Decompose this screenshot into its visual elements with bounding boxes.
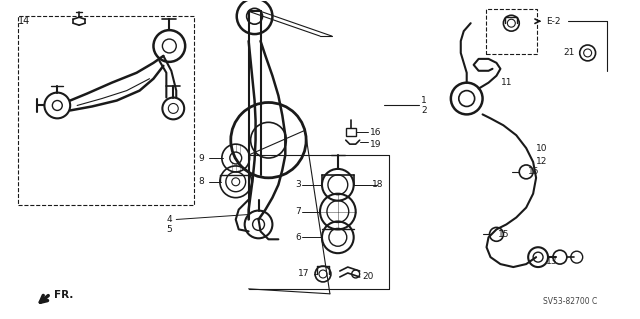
Text: 7: 7 xyxy=(295,207,301,216)
Text: 20: 20 xyxy=(363,272,374,281)
Text: 15: 15 xyxy=(499,230,510,239)
Text: 14: 14 xyxy=(18,16,30,26)
Bar xyxy=(346,128,356,136)
Text: 19: 19 xyxy=(369,140,381,149)
Text: 6: 6 xyxy=(295,233,301,242)
Text: 11: 11 xyxy=(501,78,513,87)
Text: 4: 4 xyxy=(166,215,172,224)
Text: E-2: E-2 xyxy=(546,17,561,26)
Text: 1: 1 xyxy=(421,96,427,105)
Text: 16: 16 xyxy=(369,128,381,137)
Text: 12: 12 xyxy=(536,158,547,167)
Text: 2: 2 xyxy=(421,106,427,115)
Bar xyxy=(486,9,537,54)
Text: FR.: FR. xyxy=(54,290,74,300)
Text: SV53-82700 C: SV53-82700 C xyxy=(543,297,597,306)
Text: 13: 13 xyxy=(546,256,557,266)
Text: 17: 17 xyxy=(298,270,310,278)
Text: 18: 18 xyxy=(372,180,383,189)
Text: 21: 21 xyxy=(563,48,574,57)
Text: 5: 5 xyxy=(166,225,172,234)
Text: 9: 9 xyxy=(198,153,204,162)
Bar xyxy=(18,16,194,204)
Text: 10: 10 xyxy=(536,144,548,152)
Text: 15: 15 xyxy=(528,167,540,176)
Text: 3: 3 xyxy=(295,180,301,189)
Text: 8: 8 xyxy=(198,177,204,186)
